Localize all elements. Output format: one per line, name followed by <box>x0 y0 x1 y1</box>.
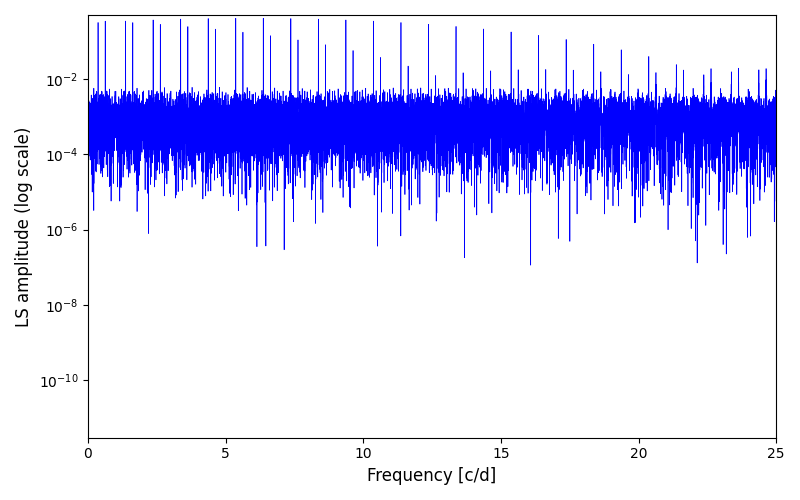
X-axis label: Frequency [c/d]: Frequency [c/d] <box>367 467 497 485</box>
Y-axis label: LS amplitude (log scale): LS amplitude (log scale) <box>15 126 33 326</box>
